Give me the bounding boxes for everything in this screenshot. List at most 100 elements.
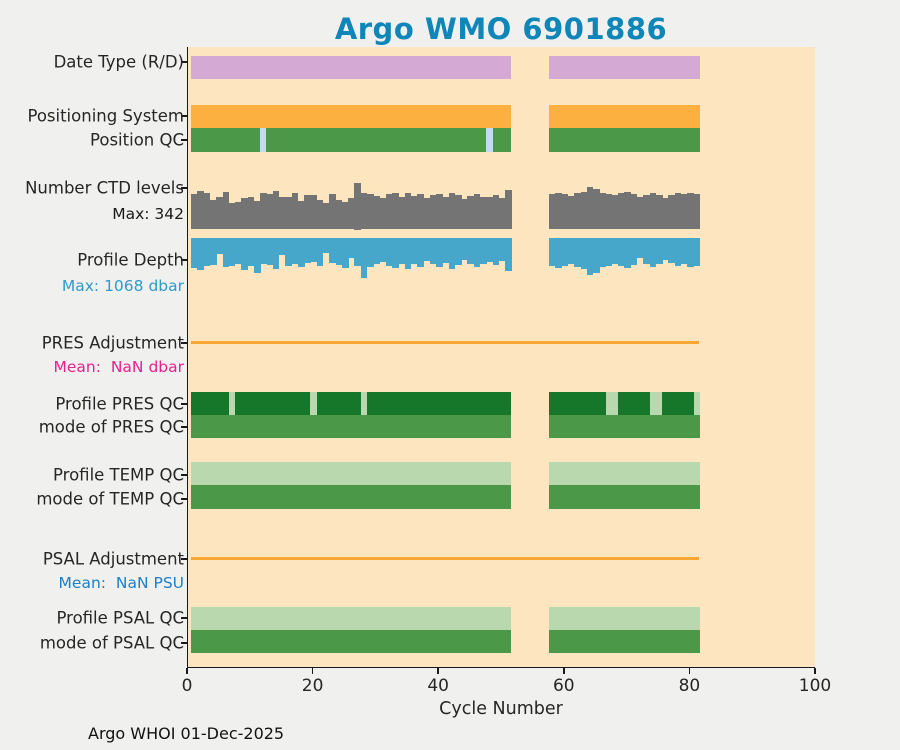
x-tick-label: 40: [427, 676, 449, 696]
hist-bar-profile_depth: [253, 237, 261, 273]
hist-bar-profile_depth: [266, 237, 274, 265]
band-segment-date_type: [549, 55, 700, 79]
hist-bar-profile_depth: [417, 237, 424, 267]
adjustment-line-pres_adjustment: [191, 340, 699, 344]
hist-bar-ctd_levels: [235, 202, 242, 230]
hist-bar-ctd_levels: [561, 193, 569, 230]
band-label-profile_psal_qc: Profile PSAL QC: [56, 608, 184, 628]
hist-bar-ctd_levels: [209, 199, 217, 230]
y-tick: [181, 403, 187, 405]
hist-bar-ctd_levels: [216, 196, 223, 230]
hist-bar-profile_depth: [649, 237, 657, 268]
hist-bar-ctd_levels: [253, 201, 261, 230]
hist-bar-profile_depth: [593, 237, 600, 274]
hist-bar-ctd_levels: [467, 195, 475, 230]
hist-bar-ctd_levels: [693, 194, 701, 230]
hist-bar-ctd_levels: [335, 199, 343, 230]
hist-bar-ctd_levels: [630, 194, 638, 230]
hist-bar-profile_depth: [429, 237, 437, 265]
hist-bar-profile_depth: [323, 237, 330, 254]
hist-bar-ctd_levels: [611, 195, 619, 230]
hist-bar-profile_depth: [498, 237, 506, 262]
hist-bar-profile_depth: [637, 237, 644, 259]
band-break-position_qc: [260, 128, 267, 152]
hist-bar-profile_depth: [348, 237, 355, 259]
band-label-profile_temp_qc: Profile TEMP QC: [53, 465, 184, 485]
hist-bar-ctd_levels: [222, 192, 230, 230]
hist-bar-profile_depth: [335, 237, 343, 265]
band-sublabel-pres_adjustment: Mean: NaN dbar: [53, 358, 184, 376]
hist-bar-profile_depth: [354, 237, 362, 266]
hist-bar-profile_depth: [693, 237, 701, 266]
band-label-profile_depth: Profile Depth: [77, 250, 184, 270]
band-segment-position_qc: [549, 128, 700, 152]
hist-bar-ctd_levels: [310, 195, 318, 230]
band-segment-positioning_system: [191, 104, 512, 128]
hist-bar-profile_depth: [379, 237, 387, 262]
hist-bar-ctd_levels: [266, 193, 274, 230]
hist-bar-profile_depth: [567, 237, 575, 264]
page-title: Argo WMO 6901886: [334, 12, 668, 46]
hist-bar-profile_depth: [404, 237, 412, 270]
hist-bar-profile_depth: [304, 237, 311, 263]
band-break-profile_pres_qc: [310, 391, 317, 415]
y-tick: [181, 61, 187, 63]
hist-bar-ctd_levels: [191, 194, 198, 230]
hist-bar-profile_depth: [448, 237, 456, 269]
plot-area: [187, 47, 815, 668]
hist-bar-profile_depth: [599, 237, 606, 267]
band-segment-positioning_system: [549, 104, 700, 128]
band-segment-mode_pres_qc: [549, 414, 700, 438]
footer-text: Argo WHOI 01-Dec-2025: [88, 724, 285, 743]
hist-bar-ctd_levels: [360, 193, 368, 230]
hist-bar-profile_depth: [674, 237, 682, 266]
hist-bar-profile_depth: [310, 237, 318, 262]
hist-bar-profile_depth: [373, 237, 380, 265]
hist-bar-ctd_levels: [241, 198, 249, 230]
band-segment-mode_temp_qc: [191, 485, 512, 509]
hist-bar-profile_depth: [574, 237, 581, 268]
band-label-positioning_system: Positioning System: [27, 106, 184, 126]
hist-bar-ctd_levels: [662, 198, 669, 230]
band-label-mode_temp_qc: mode of TEMP QC: [36, 489, 184, 509]
hist-bar-profile_depth: [316, 237, 324, 266]
hist-bar-profile_depth: [473, 237, 481, 267]
hist-bar-profile_depth: [687, 237, 694, 268]
hist-bar-profile_depth: [341, 237, 349, 269]
hist-bar-profile_depth: [480, 237, 487, 264]
hist-bar-profile_depth: [398, 237, 406, 264]
hist-bar-profile_depth: [291, 237, 299, 265]
band-label-profile_pres_qc: Profile PRES QC: [55, 394, 184, 414]
y-tick: [181, 187, 187, 189]
hist-bar-ctd_levels: [329, 194, 336, 230]
hist-bar-ctd_levels: [637, 196, 644, 230]
hist-bar-profile_depth: [561, 237, 569, 267]
hist-bar-ctd_levels: [392, 193, 399, 230]
band-segment-profile_pres_qc: [549, 391, 700, 415]
hist-bar-ctd_levels: [423, 197, 431, 230]
hist-bar-profile_depth: [454, 237, 462, 266]
y-tick: [181, 558, 187, 560]
hist-bar-profile_depth: [624, 237, 632, 268]
x-tick-label: 100: [798, 676, 832, 696]
band-label-date_type: Date Type (R/D): [53, 52, 184, 72]
hist-bar-ctd_levels: [555, 192, 563, 230]
hist-bar-ctd_levels: [580, 192, 588, 230]
y-tick: [181, 115, 187, 117]
hist-bar-ctd_levels: [624, 192, 632, 230]
hist-bar-profile_depth: [216, 237, 223, 254]
band-segment-mode_psal_qc: [191, 629, 512, 653]
hist-bar-profile_depth: [655, 237, 663, 264]
band-label-pres_adjustment: PRES Adjustment: [41, 333, 184, 353]
hist-bar-ctd_levels: [687, 192, 694, 230]
hist-bar-ctd_levels: [599, 193, 606, 230]
hist-bar-profile_depth: [235, 237, 242, 264]
hist-bar-profile_depth: [360, 237, 368, 278]
hist-bar-ctd_levels: [272, 191, 280, 230]
x-tick: [814, 668, 816, 674]
hist-bar-profile_depth: [285, 237, 292, 266]
band-segment-mode_pres_qc: [191, 414, 512, 438]
hist-bar-ctd_levels: [247, 196, 255, 230]
band-label-ctd_levels: Number CTD levels: [25, 178, 184, 198]
y-tick: [181, 342, 187, 344]
